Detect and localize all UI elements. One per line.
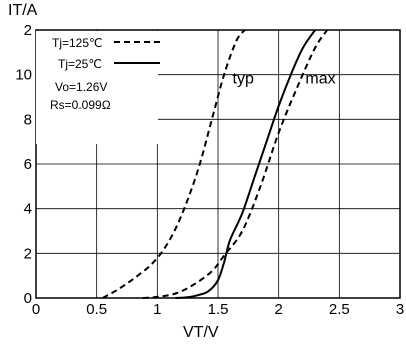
y-tick-label: 2: [24, 22, 32, 39]
y-tick-label: 0: [24, 290, 32, 307]
x-tick-label: 3: [396, 301, 404, 318]
annotation-max: max: [305, 71, 335, 88]
note-rs: Rs=0.099Ω: [50, 98, 111, 112]
note-vo: Vo=1.26V: [55, 80, 107, 94]
annotation-typ: typ: [233, 71, 254, 88]
y-tick-label: 8: [24, 111, 32, 128]
x-tick-label: 2: [274, 301, 282, 318]
y-tick-label: 2: [24, 245, 32, 262]
series-line-tj125-typ: [142, 29, 329, 299]
legend-label-125: Tj=125℃: [52, 36, 103, 50]
legend-label-25: Tj=25℃: [58, 57, 102, 71]
y-tick-label: 10: [15, 67, 32, 84]
x-tick-label: 0.5: [86, 301, 107, 318]
y-tick-label: 4: [24, 201, 32, 218]
x-tick-label: 0: [32, 301, 40, 318]
y-axis-label: IT/A: [8, 2, 38, 19]
x-tick-label: 1: [153, 301, 161, 318]
series-line-tj25-max: [175, 29, 316, 299]
series-line-tj125-max: [102, 29, 246, 299]
plot-frame: [35, 29, 401, 299]
x-tick-label: 1.5: [208, 301, 229, 318]
x-axis-label: VT/V: [183, 324, 219, 341]
y-tick-labels: 0 2 4 6 8 10 2: [15, 22, 32, 307]
x-tick-label: 2.5: [329, 301, 350, 318]
x-tick-labels: 0 0.5 1 1.5 2 2.5 3: [32, 301, 404, 318]
series-layer: [102, 29, 329, 299]
legend-box: [36, 31, 158, 144]
y-tick-label: 6: [24, 156, 32, 173]
